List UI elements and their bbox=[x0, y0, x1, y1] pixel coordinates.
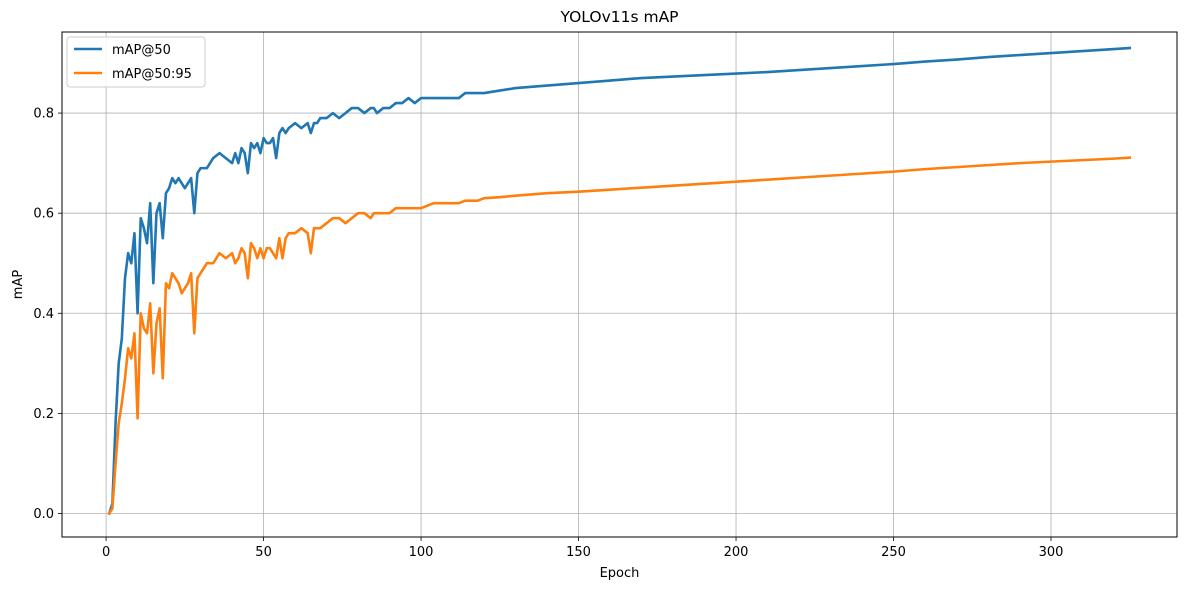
legend-label-map50: mAP@50 bbox=[112, 43, 171, 58]
y-axis-title: mAP bbox=[11, 270, 26, 300]
y-tick-label: 0.4 bbox=[33, 307, 54, 322]
x-tick-label: 50 bbox=[255, 545, 272, 560]
chart-title: YOLOv11s mAP bbox=[559, 8, 678, 26]
series-line-map50 bbox=[107, 46, 1132, 516]
y-tick-label: 0.0 bbox=[33, 507, 54, 522]
legend-label-map50-95: mAP@50:95 bbox=[112, 67, 192, 82]
y-gridlines bbox=[62, 112, 1177, 514]
x-tick-label: 150 bbox=[566, 545, 591, 560]
x-tick-label: 250 bbox=[881, 545, 906, 560]
series-line-map50-95 bbox=[107, 156, 1132, 516]
y-tick-label: 0.2 bbox=[33, 407, 54, 422]
plot-area bbox=[62, 32, 1177, 537]
y-axis-ticks: 0.0 0.2 0.4 0.6 0.8 bbox=[33, 107, 62, 522]
series-layer bbox=[107, 46, 1132, 516]
plot-frame bbox=[61, 31, 1178, 538]
legend: mAP@50 mAP@50:95 bbox=[66, 36, 206, 88]
x-axis-title: Epoch bbox=[600, 566, 640, 581]
x-tick-label: 200 bbox=[724, 545, 749, 560]
y-tick-label: 0.8 bbox=[33, 107, 54, 122]
x-tick-label: 100 bbox=[409, 545, 434, 560]
x-tick-label: 300 bbox=[1039, 545, 1064, 560]
x-axis-ticks: 0 50 100 150 200 250 300 bbox=[102, 537, 1063, 560]
y-tick-label: 0.6 bbox=[33, 207, 54, 222]
x-tick-label: 0 bbox=[102, 545, 110, 560]
x-gridlines bbox=[105, 32, 1052, 537]
